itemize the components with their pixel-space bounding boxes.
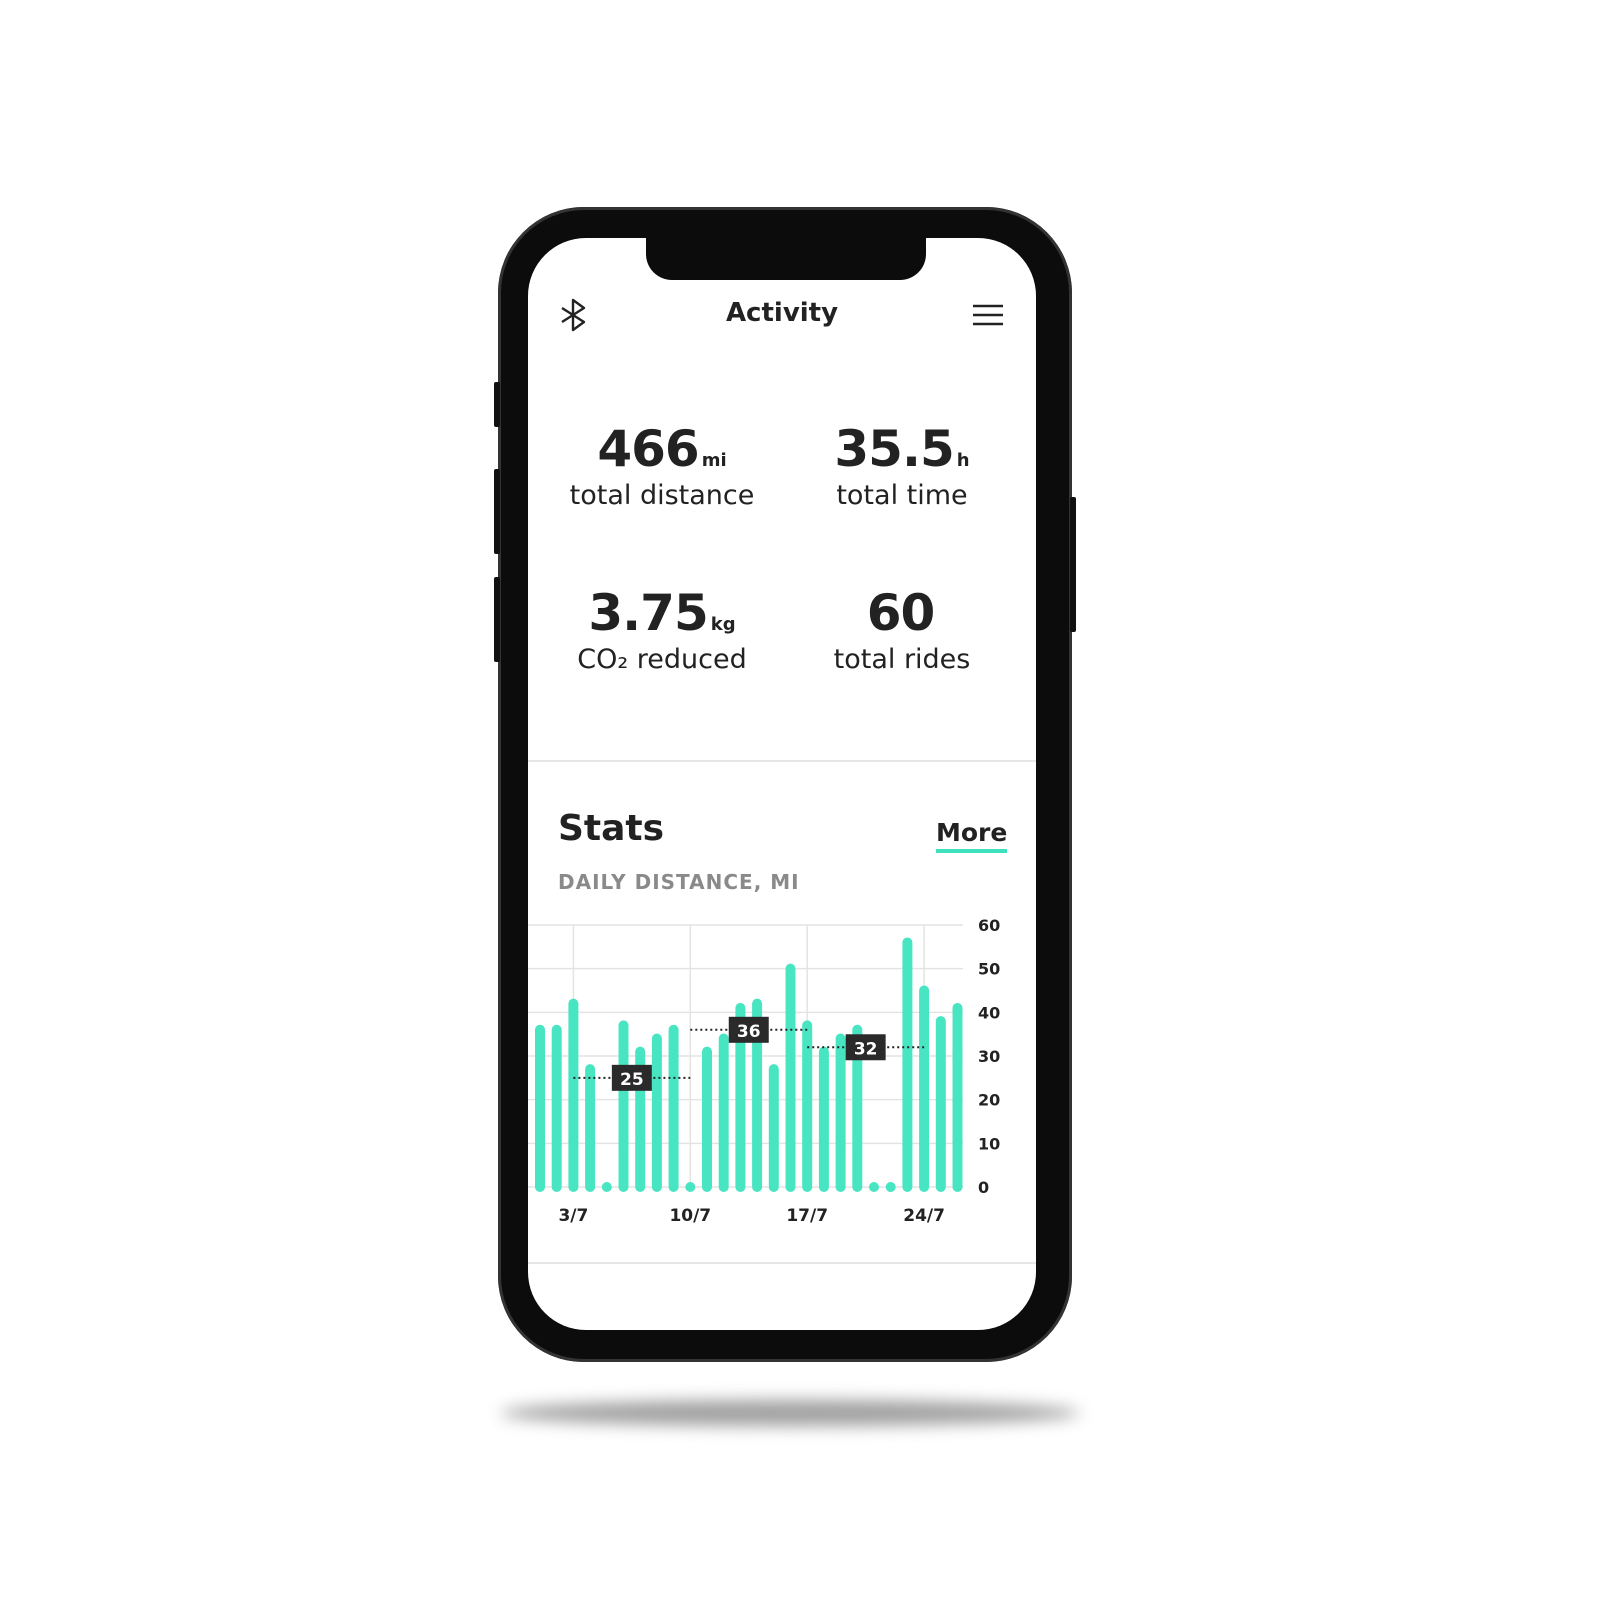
y-tick-label: 0 — [978, 1178, 989, 1197]
stat-value: 35.5 — [834, 420, 954, 478]
bluetooth-icon[interactable] — [558, 298, 590, 332]
page-title: Activity — [725, 298, 839, 328]
stat-value: 60 — [866, 584, 936, 642]
stat-value: 3.75 — [588, 584, 708, 642]
y-tick-label: 30 — [978, 1047, 1000, 1066]
y-tick-label: 10 — [978, 1134, 1000, 1153]
average-label-box — [845, 1034, 886, 1061]
volume-up-button — [494, 469, 500, 554]
average-label: 32 — [854, 1039, 878, 1059]
stat-label: CO₂ reduced — [577, 644, 747, 675]
stat-total-rides: 60 total rides — [782, 584, 1022, 675]
x-tick-label: 3/7 — [558, 1206, 588, 1226]
x-tick-label: 24/7 — [903, 1206, 945, 1226]
notch — [646, 238, 926, 280]
bottom-divider — [528, 1262, 1036, 1264]
y-tick-label: 60 — [978, 916, 1000, 935]
average-label-box — [611, 1064, 652, 1091]
stats-heading: Stats — [558, 808, 665, 849]
stat-unit: h — [956, 450, 970, 471]
average-label: 25 — [620, 1070, 644, 1090]
average-label: 36 — [737, 1022, 761, 1042]
chart-subtitle: DAILY DISTANCE, MI — [558, 870, 800, 894]
app-screen: Activity 466 mi total distance 35.5 h tota… — [528, 238, 1036, 1330]
stat-value: 466 — [597, 420, 699, 478]
power-button — [1070, 497, 1076, 632]
x-tick-label: 17/7 — [786, 1206, 828, 1226]
more-link[interactable]: More — [936, 818, 1008, 853]
stat-total-time: 35.5 h total time — [782, 420, 1022, 511]
average-label-box — [728, 1016, 769, 1043]
stat-co2-reduced: 3.75 kg CO₂ reduced — [542, 584, 782, 675]
mute-switch — [494, 382, 500, 427]
y-tick-label: 20 — [978, 1091, 1000, 1110]
stat-label: total time — [836, 480, 968, 511]
stat-total-distance: 466 mi total distance — [542, 420, 782, 511]
stat-unit: mi — [701, 450, 727, 471]
y-tick-label: 40 — [978, 1003, 1000, 1022]
section-divider — [528, 760, 1036, 762]
daily-distance-chart: 0 10 20 30 40 50 60 3/7 10/7 17/7 24/7 25 36 32 — [528, 916, 1000, 1226]
hamburger-menu-icon[interactable] — [972, 304, 1004, 326]
stat-label: total rides — [833, 644, 971, 675]
x-tick-label: 10/7 — [669, 1206, 711, 1226]
phone-shadow — [500, 1400, 1080, 1426]
stat-unit: kg — [710, 614, 736, 635]
y-tick-label: 50 — [978, 960, 1000, 979]
stat-label: total distance — [569, 480, 755, 511]
volume-down-button — [494, 577, 500, 662]
